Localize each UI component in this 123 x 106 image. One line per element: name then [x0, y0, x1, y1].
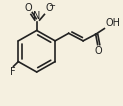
- Text: O: O: [24, 3, 32, 13]
- Text: O: O: [95, 46, 102, 56]
- Text: O: O: [45, 3, 53, 13]
- Text: OH: OH: [105, 18, 120, 28]
- Text: −: −: [48, 1, 55, 10]
- Text: F: F: [10, 67, 15, 77]
- Text: N: N: [33, 11, 40, 21]
